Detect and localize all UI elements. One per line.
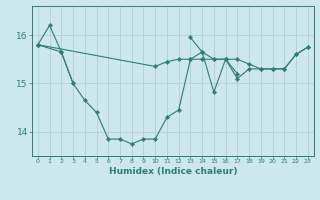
X-axis label: Humidex (Indice chaleur): Humidex (Indice chaleur) <box>108 167 237 176</box>
